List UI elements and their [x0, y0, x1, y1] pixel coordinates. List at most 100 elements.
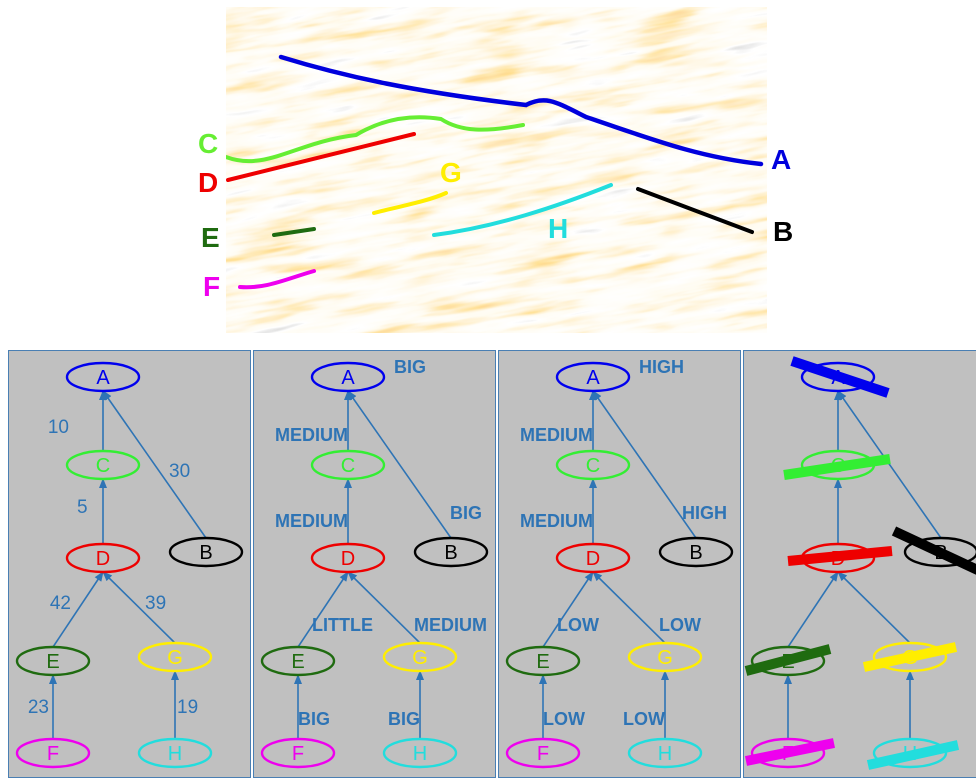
node-label: G: [657, 647, 673, 669]
node-label: B: [199, 542, 212, 564]
edge-weight-f-e: BIG: [298, 709, 330, 729]
edge-weight-e-d: 42: [50, 593, 71, 614]
edge-weight-c-a: MEDIUM: [520, 425, 593, 445]
edge-g-d: [347, 571, 421, 644]
node-label: D: [586, 548, 600, 570]
strike-bar-d: [787, 546, 893, 566]
node-label: C: [586, 455, 600, 477]
edge-weight-d-c: MEDIUM: [275, 511, 348, 531]
horizon-line-c: [226, 115, 525, 164]
edge-b-a: [837, 390, 942, 539]
horizon-label-a: A: [771, 144, 792, 175]
node-f: F: [505, 737, 581, 769]
node-label: E: [291, 651, 304, 673]
edge-g-d: [102, 571, 176, 644]
edge-weight-e-d: LOW: [557, 615, 599, 635]
strike-bar-e: [744, 644, 832, 676]
edge-weight-e-d: LITTLE: [312, 615, 373, 635]
edge-weight-h-g: 19: [177, 697, 198, 718]
edge-weight-f-e: 23: [28, 697, 49, 718]
horizon-line-b: [636, 187, 754, 234]
tree-panel-1: A B C D E F G H 10 30 5 42 39 23 19: [8, 350, 251, 778]
node-g: G: [137, 641, 213, 673]
edge-weight-b-a: HIGH: [682, 503, 727, 523]
node-a: A: [65, 361, 141, 393]
node-label: D: [96, 548, 110, 570]
node-e: E: [15, 645, 91, 677]
edge-b-a: [347, 390, 452, 539]
horizon-line-h: [432, 183, 613, 237]
node-h: H: [137, 737, 213, 769]
node-weight-a: HIGH: [639, 357, 684, 377]
node-d: D: [310, 542, 386, 574]
node-a: A: [310, 361, 386, 393]
strike-bar-h: [866, 740, 960, 770]
edge-b-a: [102, 390, 207, 539]
node-c: C: [65, 449, 141, 481]
node-label: F: [47, 743, 59, 765]
node-c: C: [310, 449, 386, 481]
node-h: H: [627, 737, 703, 769]
node-f: F: [15, 737, 91, 769]
tree-diagram: A B C D E F G H MEDIUM HIGH MEDIUM LOW LOW LOW LOW HIGH: [505, 357, 734, 769]
node-e: E: [260, 645, 336, 677]
edge-weight-d-c: 5: [77, 497, 88, 518]
node-label: F: [537, 743, 549, 765]
strike-bar-c: [783, 454, 891, 480]
node-a: A: [555, 361, 631, 393]
seismic-section-image: [226, 7, 767, 333]
edge-weight-f-e: LOW: [543, 709, 585, 729]
strike-bar-g: [862, 642, 958, 672]
node-b: B: [658, 536, 734, 568]
node-label: C: [96, 455, 110, 477]
edge-e-d: [52, 571, 104, 648]
edge-weight-g-d: 39: [145, 593, 166, 614]
node-label: A: [96, 367, 110, 389]
node-b: B: [168, 536, 244, 568]
edge-weight-c-a: MEDIUM: [275, 425, 348, 445]
horizon-label-h: H: [548, 213, 569, 244]
edge-weight-d-c: MEDIUM: [520, 511, 593, 531]
edge-g-d: [837, 571, 911, 644]
edge-weight-c-a: 10: [48, 417, 69, 438]
horizon-line-f: [238, 269, 316, 290]
tree-panel-3: A B C D E F G H MEDIUM HIGH MEDIUM LOW LOW LOW LOW HIGH: [498, 350, 741, 778]
tree-diagram: A B C D E F G H MEDIUM BIG MEDIUM LITTLE MEDIUM BIG BI…: [260, 357, 489, 769]
edge-weight-b-a: BIG: [450, 503, 482, 523]
edge-weight-g-d: MEDIUM: [414, 615, 487, 635]
node-g: G: [627, 641, 703, 673]
horizon-label-c: C: [198, 128, 219, 159]
node-label: B: [689, 542, 702, 564]
node-label: E: [536, 651, 549, 673]
node-f: F: [260, 737, 336, 769]
node-c: C: [555, 449, 631, 481]
strike-bar-f: [744, 738, 836, 766]
edge-e-d: [542, 571, 594, 648]
node-label: A: [341, 367, 355, 389]
node-e: E: [505, 645, 581, 677]
node-label: D: [341, 548, 355, 570]
node-label: C: [341, 455, 355, 477]
strike-bar-a: [790, 356, 890, 398]
horizon-line-a: [278, 54, 764, 167]
node-label: H: [413, 743, 427, 765]
horizon-line-g: [372, 191, 448, 215]
tree-panel-2: A B C D E F G H MEDIUM BIG MEDIUM LITTLE MEDIUM BIG BI…: [253, 350, 496, 778]
node-label: G: [412, 647, 428, 669]
edge-e-d: [297, 571, 349, 648]
edge-weight-h-g: LOW: [623, 709, 665, 729]
edge-e-d: [787, 571, 839, 648]
strike-bar-b: [891, 526, 976, 575]
node-label: G: [167, 647, 183, 669]
node-label: B: [444, 542, 457, 564]
node-weight-a: BIG: [394, 357, 426, 377]
horizon-line-e: [272, 227, 316, 237]
horizon-label-f: F: [203, 271, 221, 302]
node-h: H: [382, 737, 458, 769]
edge-weight-h-g: BIG: [388, 709, 420, 729]
node-label: F: [292, 743, 304, 765]
tree-diagram: A B C D E F G H 10 30 5 42 39 23 19: [15, 361, 244, 769]
node-label: H: [658, 743, 672, 765]
